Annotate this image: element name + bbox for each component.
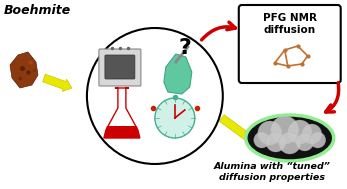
- Circle shape: [310, 132, 326, 148]
- FancyBboxPatch shape: [99, 49, 141, 86]
- Circle shape: [254, 132, 270, 148]
- Polygon shape: [10, 52, 38, 88]
- Polygon shape: [104, 88, 140, 138]
- Circle shape: [279, 132, 301, 154]
- FancyArrow shape: [219, 115, 260, 146]
- Ellipse shape: [246, 115, 334, 161]
- FancyArrow shape: [43, 74, 72, 91]
- FancyBboxPatch shape: [239, 5, 341, 83]
- Polygon shape: [104, 126, 140, 138]
- Text: Boehmite: Boehmite: [4, 4, 71, 17]
- Circle shape: [302, 124, 322, 144]
- Text: PFG NMR
diffusion: PFG NMR diffusion: [263, 13, 317, 35]
- Circle shape: [296, 133, 314, 151]
- Text: ?: ?: [178, 38, 191, 58]
- FancyArrowPatch shape: [202, 22, 235, 40]
- Circle shape: [155, 98, 195, 138]
- FancyArrowPatch shape: [326, 83, 339, 112]
- Circle shape: [258, 121, 282, 145]
- Circle shape: [288, 120, 312, 144]
- Circle shape: [271, 116, 299, 144]
- Circle shape: [266, 132, 286, 152]
- Polygon shape: [164, 54, 192, 94]
- Text: Alumina with “tuned”
diffusion properties: Alumina with “tuned” diffusion propertie…: [213, 162, 330, 182]
- FancyBboxPatch shape: [105, 55, 135, 79]
